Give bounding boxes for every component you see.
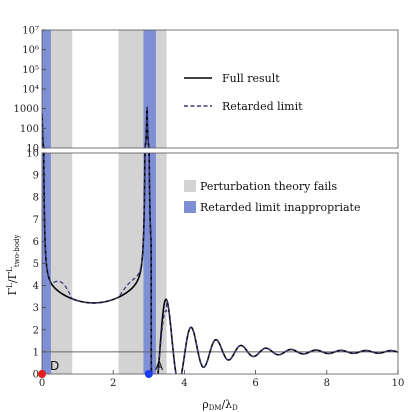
legend-label-retarded: Retarded limit [222, 100, 303, 113]
bottom-y-tick-label-4: 4 [33, 281, 39, 292]
full-result-line-bottom-1 [148, 153, 398, 374]
annotation-a: A [155, 359, 164, 373]
bottom-y-tick-label-2: 2 [33, 325, 39, 336]
top-y-tick-label-2: 1000 [14, 104, 39, 115]
x-axis-label: ρDM/λD [202, 398, 238, 412]
bottom-y-tick-label-1: 1 [33, 347, 39, 358]
top-y-tick-label-5: 10⁶ [22, 45, 39, 56]
legend-label-full: Full result [222, 72, 280, 85]
x-tick-label-5: 10 [392, 378, 405, 389]
band-top-1-0 [42, 30, 51, 148]
legend-swatch-perturbation [184, 180, 196, 192]
retarded-limit-line-top-1 [146, 106, 150, 148]
band-top-1-1 [143, 30, 156, 148]
band-bottom-1-1 [143, 153, 156, 374]
bottom-y-tick-label-6: 6 [33, 237, 39, 248]
annotation-d: D [50, 359, 59, 373]
retarded-limit-line-bottom-0 [43, 153, 146, 304]
bottom-y-tick-label-8: 8 [33, 193, 39, 204]
band-bottom-0-1 [118, 153, 167, 374]
x-tick-label-0: 0 [39, 378, 45, 389]
top-y-tick-label-3: 10⁴ [22, 85, 39, 96]
top-y-tick-label-4: 10⁵ [22, 65, 39, 76]
legend-top: Full result Retarded limit [184, 72, 303, 113]
legend-label-retarded-inappropriate: Retarded limit inappropriate [200, 201, 360, 214]
full-result-line-bottom-0 [42, 153, 146, 304]
top-y-tick-label-6: 10⁷ [22, 26, 39, 37]
x-tick-label-3: 6 [252, 378, 258, 389]
bottom-y-tick-label-9: 9 [33, 171, 39, 182]
y-axis-label: ΓL/ΓLtwo-body [6, 235, 21, 296]
bottom-y-tick-label-5: 5 [33, 259, 39, 270]
x-tick-label-2: 4 [181, 378, 187, 389]
axis-marker-1 [144, 370, 153, 378]
top-y-tick-label-1: 100 [20, 124, 39, 135]
bottom-y-tick-label-3: 3 [33, 303, 39, 314]
top-y-tick-label-0: 10 [26, 144, 39, 155]
axis-marker-0 [38, 370, 46, 378]
top-panel-frame [41, 29, 399, 149]
bottom-y-tick-label-0: 0 [33, 370, 39, 381]
legend-label-perturbation: Perturbation theory fails [200, 180, 337, 193]
bottom-y-tick-label-7: 7 [33, 215, 39, 226]
full-result-line-top-1 [146, 106, 150, 148]
bottom-y-tick-label-10: 10 [26, 149, 39, 160]
band-top-0-1 [118, 30, 167, 148]
x-tick-label-1: 2 [110, 378, 116, 389]
legend-swatch-retarded-inappropriate [184, 201, 196, 213]
retarded-limit-line-bottom-1 [148, 153, 398, 374]
x-tick-label-4: 8 [324, 378, 330, 389]
legend-bottom: Perturbation theory fails Retarded limit… [184, 180, 360, 214]
